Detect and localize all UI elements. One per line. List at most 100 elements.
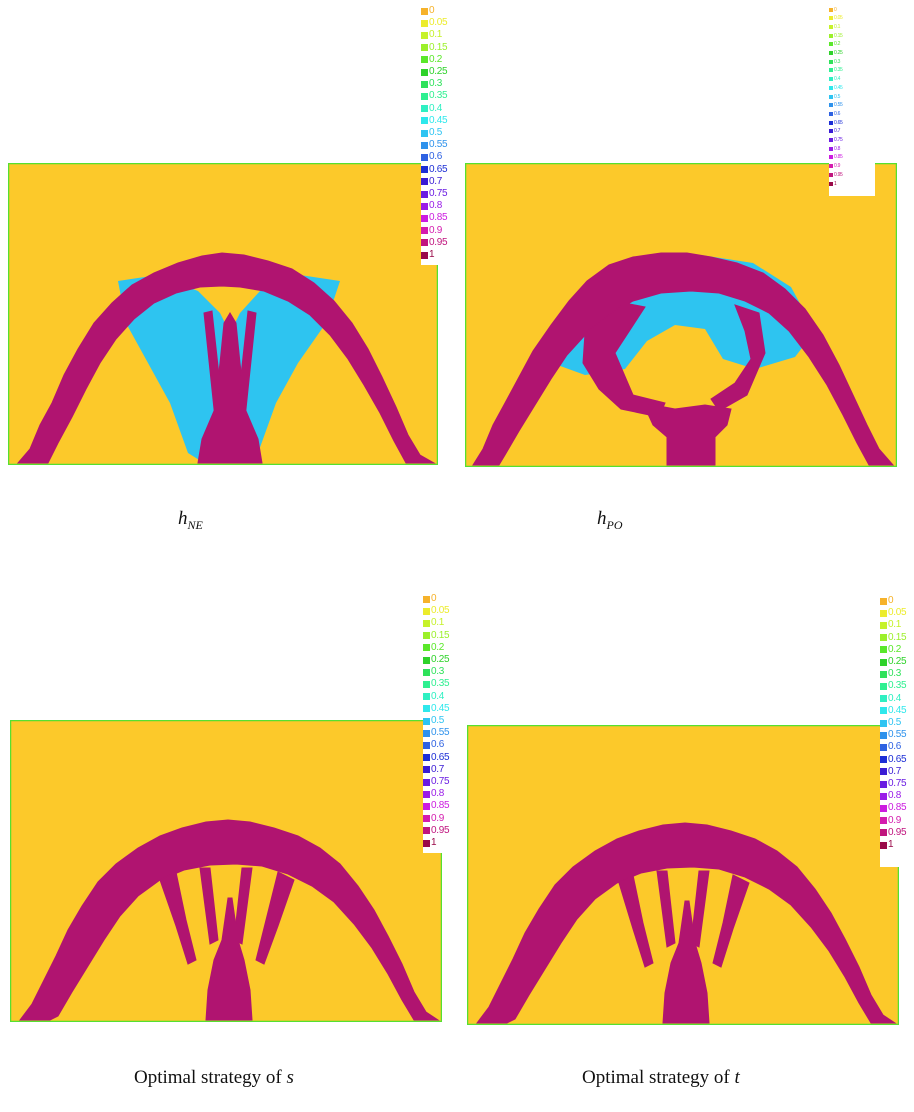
legend-label: 0.95 [888, 826, 907, 838]
legend-label: 0.15 [431, 629, 450, 641]
legend-swatch [880, 719, 887, 727]
legend-swatch [829, 138, 833, 142]
legend-entry: 1 [423, 837, 437, 849]
structure-svg-h-ne [8, 163, 438, 465]
legend-swatch [829, 146, 833, 151]
legend-label: 0.35 [888, 680, 907, 692]
legend-label: 0.5 [834, 93, 841, 100]
legend-entry: 0.6 [423, 739, 444, 751]
legend-label: 0.95 [431, 824, 450, 836]
legend-swatch [421, 227, 428, 235]
legend-entry: 0.35 [421, 90, 448, 102]
legend-swatch [421, 7, 428, 15]
legend-swatch [829, 68, 833, 73]
legend-entry: 0.2 [829, 41, 840, 48]
legend-label: 0.9 [429, 224, 443, 236]
legend-label: 0.1 [431, 617, 445, 629]
density-legend-s: 0 0.05 0.1 0.15 0.2 0.25 0.3 0.35 0.4 0.45 0.5 0.55… [423, 593, 471, 853]
legend-label: 0.65 [834, 119, 843, 126]
legend-label: 0.55 [431, 727, 450, 739]
legend-entry: 0.1 [421, 29, 442, 41]
legend-swatch [829, 111, 833, 116]
legend-entry: 0.4 [829, 76, 840, 83]
legend-label: 0.85 [429, 212, 448, 224]
legend-swatch [880, 658, 887, 666]
arch-structure [16, 252, 436, 464]
legend-label: 0.45 [834, 84, 843, 91]
legend-label: 0.05 [888, 607, 907, 619]
legend-swatch [880, 780, 887, 788]
legend-entry: 0.5 [421, 127, 442, 139]
legend-entry: 0.8 [423, 788, 444, 800]
legend-entry: 0.55 [421, 139, 448, 151]
legend-entry: 0.7 [880, 766, 901, 778]
legend-swatch [423, 741, 430, 749]
legend-swatch [423, 693, 430, 701]
legend-label: 0.65 [431, 751, 450, 763]
legend-swatch [421, 214, 428, 222]
legend-swatch [880, 841, 887, 849]
center-core-structure [662, 900, 710, 1024]
legend-entry: 0.1 [880, 619, 901, 631]
legend-swatch [880, 621, 887, 629]
left-branch [618, 874, 654, 968]
legend-entry: 0.45 [880, 705, 907, 717]
legend-label: 0.5 [429, 127, 443, 138]
legend-entry: 0.05 [880, 607, 907, 619]
ring-bottom-and-core [642, 402, 732, 466]
legend-entry: 0.45 [421, 114, 448, 127]
legend-label: 0.95 [834, 171, 843, 178]
legend-swatch [880, 804, 887, 812]
legend-swatch [421, 44, 428, 52]
legend-swatch [421, 202, 428, 210]
domain-border [467, 725, 899, 1025]
legend-swatch [829, 181, 833, 186]
legend-swatch [880, 695, 887, 703]
legend-swatch [829, 103, 833, 108]
legend-swatch [880, 756, 887, 764]
legend-entry: 0.55 [829, 102, 843, 109]
legend-entry: 0.85 [423, 800, 450, 812]
legend-entry: 0.95 [421, 236, 448, 249]
legend-label: 0.45 [429, 114, 448, 126]
legend-label: 0.85 [888, 802, 907, 814]
legend-swatch [423, 717, 430, 725]
legend-label: 0.4 [888, 692, 902, 704]
legend-label: 0.7 [834, 128, 841, 135]
legend-label: 0.95 [429, 236, 448, 248]
center-core-structure [197, 312, 263, 464]
structure-svg-h-po [465, 163, 897, 467]
legend-label: 0.35 [429, 90, 448, 102]
legend-entry: 0.15 [423, 629, 450, 642]
structure-plot-s [10, 720, 442, 1022]
legend-label: 0.45 [431, 702, 450, 714]
legend-label: 0.9 [834, 163, 841, 170]
legend-swatch [423, 607, 430, 615]
legend-entry: 0.5 [829, 93, 840, 100]
legend-entry: 0.75 [423, 776, 450, 788]
legend-entry: 0.05 [421, 17, 448, 29]
legend-swatch [423, 754, 430, 762]
legend-swatch [421, 56, 428, 64]
legend-entry: 0.9 [829, 163, 840, 170]
legend-swatch [829, 155, 833, 160]
legend-label: 0.7 [888, 765, 902, 777]
inner-right-strut [233, 867, 253, 945]
legend-entry: 0.8 [880, 790, 901, 802]
ring-right-strut [710, 304, 766, 412]
center-core-structure [205, 897, 253, 1021]
legend-swatch [880, 743, 887, 751]
legend-entry: 0.5 [423, 715, 444, 727]
legend-label: 0.1 [834, 23, 841, 30]
legend-label: 0.6 [834, 110, 841, 117]
legend-entry: 0.55 [880, 729, 907, 741]
legend-swatch [880, 707, 887, 715]
density-legend-h-ne: 0 0.05 0.1 0.15 0.2 0.25 0.3 0.35 0.4 0.45 0.5 0.55… [421, 5, 469, 265]
density-legend-t: 0 0.05 0.1 0.15 0.2 0.25 0.3 0.35 0.4 0.45 0.5 0.55… [880, 595, 914, 867]
legend-label: 1 [431, 837, 437, 848]
legend-entry: 1 [880, 839, 894, 851]
legend-entry: 0.4 [423, 691, 444, 703]
legend-entry: 0.55 [423, 727, 450, 739]
legend-entry: 0.3 [423, 666, 444, 678]
legend-label: 0.8 [834, 145, 841, 152]
